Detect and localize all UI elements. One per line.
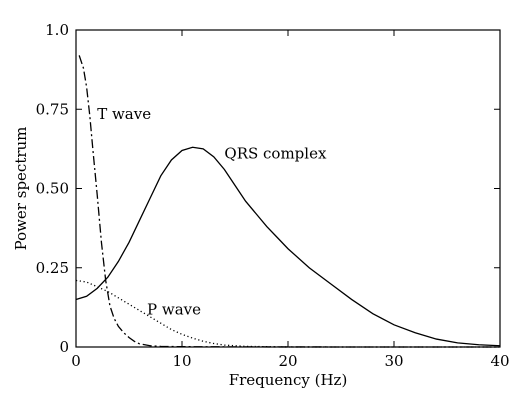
x-tick-label: 40 — [490, 352, 509, 370]
y-tick-label: 1.0 — [45, 21, 69, 39]
x-tick-label: 0 — [71, 352, 81, 370]
series-line-qrs-complex — [76, 147, 500, 345]
series-layer — [76, 55, 500, 347]
plot-area-frame — [76, 30, 500, 347]
series-line-p-wave — [76, 280, 500, 347]
y-axis-label: Power spectrum — [12, 127, 30, 251]
x-tick-label: 10 — [172, 352, 191, 370]
y-tick-label: 0 — [59, 338, 69, 356]
annotation-label: T wave — [97, 105, 151, 123]
y-tick-label: 0.25 — [36, 259, 69, 277]
annotation-label: QRS complex — [224, 144, 327, 162]
series-line-t-wave — [79, 55, 500, 347]
ticks-layer: 0 10 20 30 40 0 0.25 0.50 0.75 1.0 — [36, 21, 510, 370]
y-tick-label: 0.50 — [36, 180, 69, 198]
y-tick-label: 0.75 — [36, 100, 69, 118]
x-tick-label: 20 — [278, 352, 297, 370]
x-axis-label: Frequency (Hz) — [229, 371, 348, 389]
annotations-layer: T wave QRS complex P wave — [97, 105, 327, 319]
x-tick-label: 30 — [384, 352, 403, 370]
annotation-label: P wave — [147, 300, 201, 318]
